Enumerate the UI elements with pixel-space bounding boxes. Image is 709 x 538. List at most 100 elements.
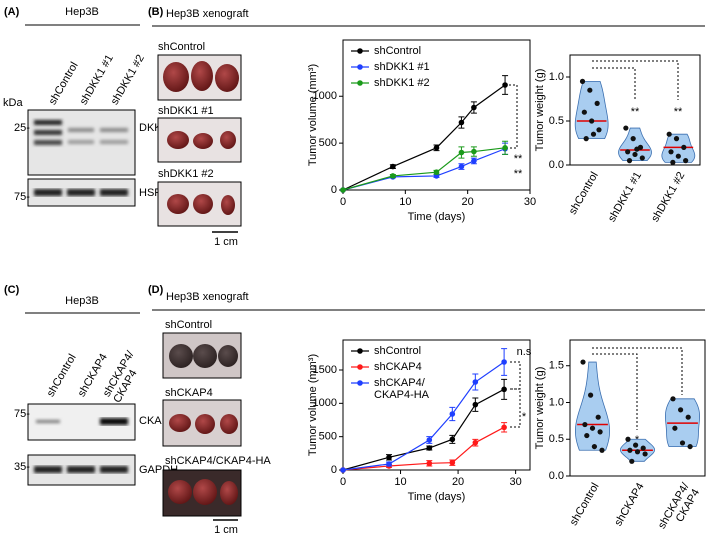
y-axis-label: Tumor volume (mm³) (307, 354, 319, 456)
x-axis-label: Time (days) (408, 211, 466, 223)
x-tick-label: 0 (340, 196, 346, 208)
legend-label: shDKK1 #2 (374, 77, 430, 89)
point (340, 187, 346, 193)
legend-marker (357, 64, 363, 70)
bracket (592, 347, 683, 395)
y-tick-label: 1.0 (549, 71, 564, 83)
point (579, 78, 586, 84)
point (596, 127, 602, 133)
legend-label: shControl (374, 345, 421, 357)
point (582, 421, 588, 428)
x-tick-label: 20 (462, 196, 474, 208)
point (672, 425, 678, 431)
x-tick-label: shDKK1 #2 (649, 170, 687, 224)
marker: 35- (14, 461, 30, 473)
point (629, 458, 635, 464)
series-line (342, 84, 506, 191)
y-axis-label: Tumor weight (g) (534, 69, 546, 152)
point (627, 447, 633, 453)
point (340, 467, 346, 473)
bracket (592, 60, 679, 100)
point (666, 131, 672, 137)
series-line (342, 147, 506, 191)
bands (34, 189, 128, 196)
panel-label: (A) (4, 6, 20, 18)
bracket (592, 353, 638, 430)
point (472, 379, 479, 385)
marker: 75- (14, 191, 30, 203)
tumors (167, 131, 236, 149)
point (597, 429, 603, 435)
y-tick-label: 1000 (313, 397, 337, 409)
legend-label: shControl (374, 45, 421, 57)
annotation: ** (514, 153, 523, 165)
y-axis-label: Tumor weight (g) (534, 367, 546, 450)
point (449, 459, 456, 466)
series-line (342, 148, 506, 191)
point (433, 169, 440, 175)
point (587, 87, 593, 93)
point (502, 145, 508, 151)
point (599, 447, 605, 453)
point (687, 443, 693, 450)
point (471, 148, 477, 155)
x-tick-label: 10 (394, 476, 406, 488)
legend-marker (357, 364, 363, 370)
legend-marker (357, 380, 363, 386)
x-tick-label: 30 (524, 196, 536, 208)
bracket (505, 84, 518, 149)
plot-frame (569, 339, 706, 477)
point (580, 359, 586, 365)
point (502, 82, 508, 88)
y-tick-label: 500 (319, 431, 337, 443)
point (685, 414, 691, 420)
x-tick-label: shCKAP4 (612, 481, 646, 528)
group-label: shDKK1 #1 (158, 105, 214, 117)
plot-frame (569, 54, 701, 166)
annotation: * (522, 411, 527, 423)
point (588, 392, 594, 398)
point (625, 149, 631, 155)
point (501, 386, 507, 393)
group-label: shCKAP4 (165, 387, 213, 399)
legend-label: shDKK1 #1 (374, 61, 430, 73)
point (670, 159, 676, 165)
point (594, 100, 600, 106)
y-tick-label: 1.5 (549, 360, 564, 372)
legend-label: shCKAP4/CKAP4-HA (374, 377, 430, 401)
tumors (169, 414, 238, 434)
point (681, 144, 687, 150)
panel-label: (D) (148, 284, 164, 296)
series-line (342, 361, 505, 471)
legend-marker (357, 80, 363, 86)
point (639, 155, 645, 161)
bracket (510, 361, 521, 390)
point (623, 125, 629, 131)
x-tick-label: shDKK1 #1 (606, 170, 644, 224)
point (501, 424, 507, 431)
plot-frame (342, 339, 531, 471)
panel-label: (B) (148, 6, 164, 18)
y-tick-label: 0.5 (549, 433, 564, 445)
point (426, 437, 433, 443)
annotation: n.s (517, 346, 532, 358)
point (458, 149, 465, 156)
y-tick-label: 0.5 (549, 115, 564, 127)
point (634, 146, 640, 152)
bands (36, 418, 128, 425)
point (471, 158, 477, 164)
y-tick-label: 1.0 (549, 396, 564, 408)
point (581, 109, 587, 115)
panel-label: (C) (4, 284, 20, 296)
y-tick-label: 0.0 (549, 159, 564, 171)
tumors (169, 344, 238, 368)
y-tick-label: 500 (319, 137, 337, 149)
point (471, 104, 477, 111)
x-tick-label: shControl (568, 481, 602, 528)
kda: kDa (3, 97, 23, 109)
point (590, 131, 597, 137)
y-tick-label: 1500 (313, 364, 337, 376)
panel-title: Hep3B xenograft (166, 291, 249, 303)
tumors (167, 194, 235, 215)
